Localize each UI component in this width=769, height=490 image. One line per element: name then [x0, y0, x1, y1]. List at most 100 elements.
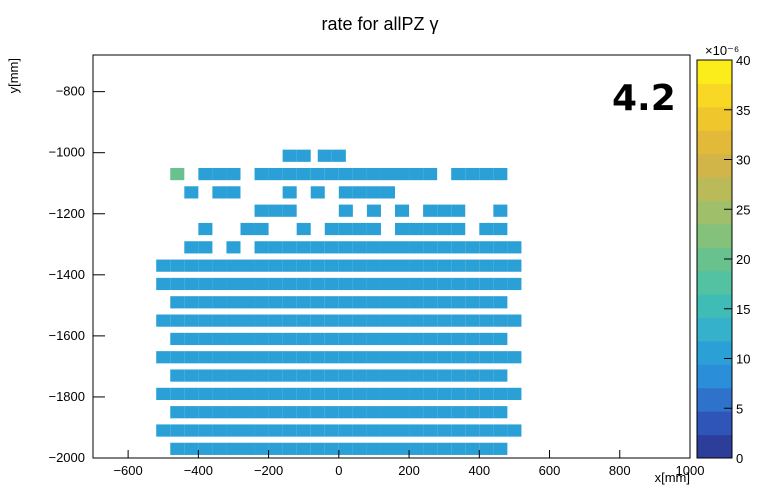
heatmap-cell	[493, 332, 508, 346]
y-tick-label: −1000	[48, 145, 85, 160]
heatmap-cell	[324, 296, 339, 309]
heatmap-cell	[437, 222, 452, 236]
heatmap-cell	[352, 296, 367, 309]
heatmap-cell	[268, 241, 283, 254]
heatmap-cell	[212, 351, 227, 364]
heatmap-cell	[226, 241, 241, 254]
y-tick-label: −800	[56, 84, 85, 99]
heatmap-cell	[479, 332, 494, 346]
heatmap-cell	[395, 442, 410, 455]
heatmap-cell	[479, 314, 494, 327]
colorbar-swatch	[697, 387, 732, 412]
x-tick-label: 600	[539, 463, 561, 478]
heatmap-cell	[254, 259, 269, 272]
heatmap-cell	[170, 442, 185, 455]
colorbar-swatch	[697, 130, 732, 155]
heatmap-cell	[184, 332, 199, 346]
heatmap-cell	[282, 351, 297, 364]
heatmap-cell	[395, 424, 410, 437]
heatmap-cell	[437, 277, 452, 291]
heatmap-cell	[198, 387, 213, 400]
heatmap-cell	[296, 167, 311, 181]
x-tick-label: 0	[335, 463, 342, 478]
heatmap-cell	[310, 277, 325, 291]
heatmap-cell	[423, 259, 438, 272]
x-tick-label: 200	[398, 463, 420, 478]
heatmap-cell	[507, 259, 522, 272]
heatmap-cell	[437, 332, 452, 346]
heatmap-cell	[338, 424, 353, 437]
heatmap-cell	[366, 277, 381, 291]
heatmap-cell	[324, 424, 339, 437]
heatmap-cell	[170, 314, 185, 327]
heatmap-cell	[198, 314, 213, 327]
heatmap-cell	[437, 241, 452, 254]
colorbar-tick-label: 25	[736, 202, 750, 217]
heatmap-cell	[296, 332, 311, 346]
heatmap-cell	[170, 332, 185, 346]
heatmap-cell	[437, 296, 452, 309]
heatmap-cell	[352, 277, 367, 291]
heatmap-cell	[198, 277, 213, 291]
heatmap-cell	[395, 296, 410, 309]
heatmap-cell	[437, 351, 452, 364]
heatmap-cell	[409, 406, 424, 419]
heatmap-cell	[282, 277, 297, 291]
heatmap-cell	[226, 406, 241, 419]
heatmap-cell	[282, 442, 297, 455]
heatmap-cell	[170, 259, 185, 272]
heatmap-cell	[409, 167, 424, 181]
heatmap-cell	[423, 277, 438, 291]
heatmap-cell	[437, 204, 452, 217]
heatmap-cell	[423, 406, 438, 419]
x-tick-label: −200	[254, 463, 283, 478]
heatmap-cell	[366, 406, 381, 419]
heatmap-cell	[296, 296, 311, 309]
heatmap-cell	[366, 241, 381, 254]
heatmap-cell	[310, 332, 325, 346]
heatmap-cell	[296, 314, 311, 327]
heatmap-cell	[465, 241, 480, 254]
heatmap-cell	[310, 406, 325, 419]
heatmap-cell	[338, 186, 353, 199]
x-tick-label: 1000	[676, 463, 705, 478]
heatmap-cell	[268, 332, 283, 346]
heatmap-cell	[324, 222, 339, 236]
heatmap-cell	[451, 387, 466, 400]
heatmap-cell	[451, 314, 466, 327]
heatmap-cell	[282, 387, 297, 400]
heatmap-cell	[296, 369, 311, 382]
heatmap-cell	[268, 387, 283, 400]
heatmap-cell	[338, 259, 353, 272]
heatmap-cell	[240, 259, 255, 272]
heatmap-cell	[212, 332, 227, 346]
heatmap-cell	[282, 186, 297, 199]
heatmap-cell	[324, 241, 339, 254]
colorbar-swatch	[697, 83, 732, 108]
heatmap-cell	[507, 424, 522, 437]
heatmap-cell	[352, 424, 367, 437]
colorbar-tick-label: 35	[736, 103, 750, 118]
heatmap-cell	[366, 424, 381, 437]
heatmap-cell	[366, 204, 381, 217]
heatmap-cell	[507, 351, 522, 364]
heatmap-cell	[254, 241, 269, 254]
heatmap-cell	[380, 241, 396, 254]
heatmap-cell	[451, 406, 466, 419]
heatmap-cell	[465, 369, 480, 382]
heatmap-cell	[507, 277, 522, 291]
heatmap-cell	[170, 277, 185, 291]
heatmap-cell	[352, 186, 367, 199]
heatmap-cell	[409, 442, 424, 455]
heatmap-cell	[282, 259, 297, 272]
heatmap-cell	[352, 167, 367, 181]
heatmap-cell	[493, 369, 508, 382]
heatmap-cell	[184, 296, 199, 309]
heatmap-cell	[465, 277, 480, 291]
heatmap-cell	[226, 259, 241, 272]
heatmap-cell	[282, 149, 297, 162]
heatmap-cell	[268, 167, 283, 181]
heatmap-cell	[282, 424, 297, 437]
heatmap-cell	[184, 314, 199, 327]
heatmap-cell	[240, 277, 255, 291]
